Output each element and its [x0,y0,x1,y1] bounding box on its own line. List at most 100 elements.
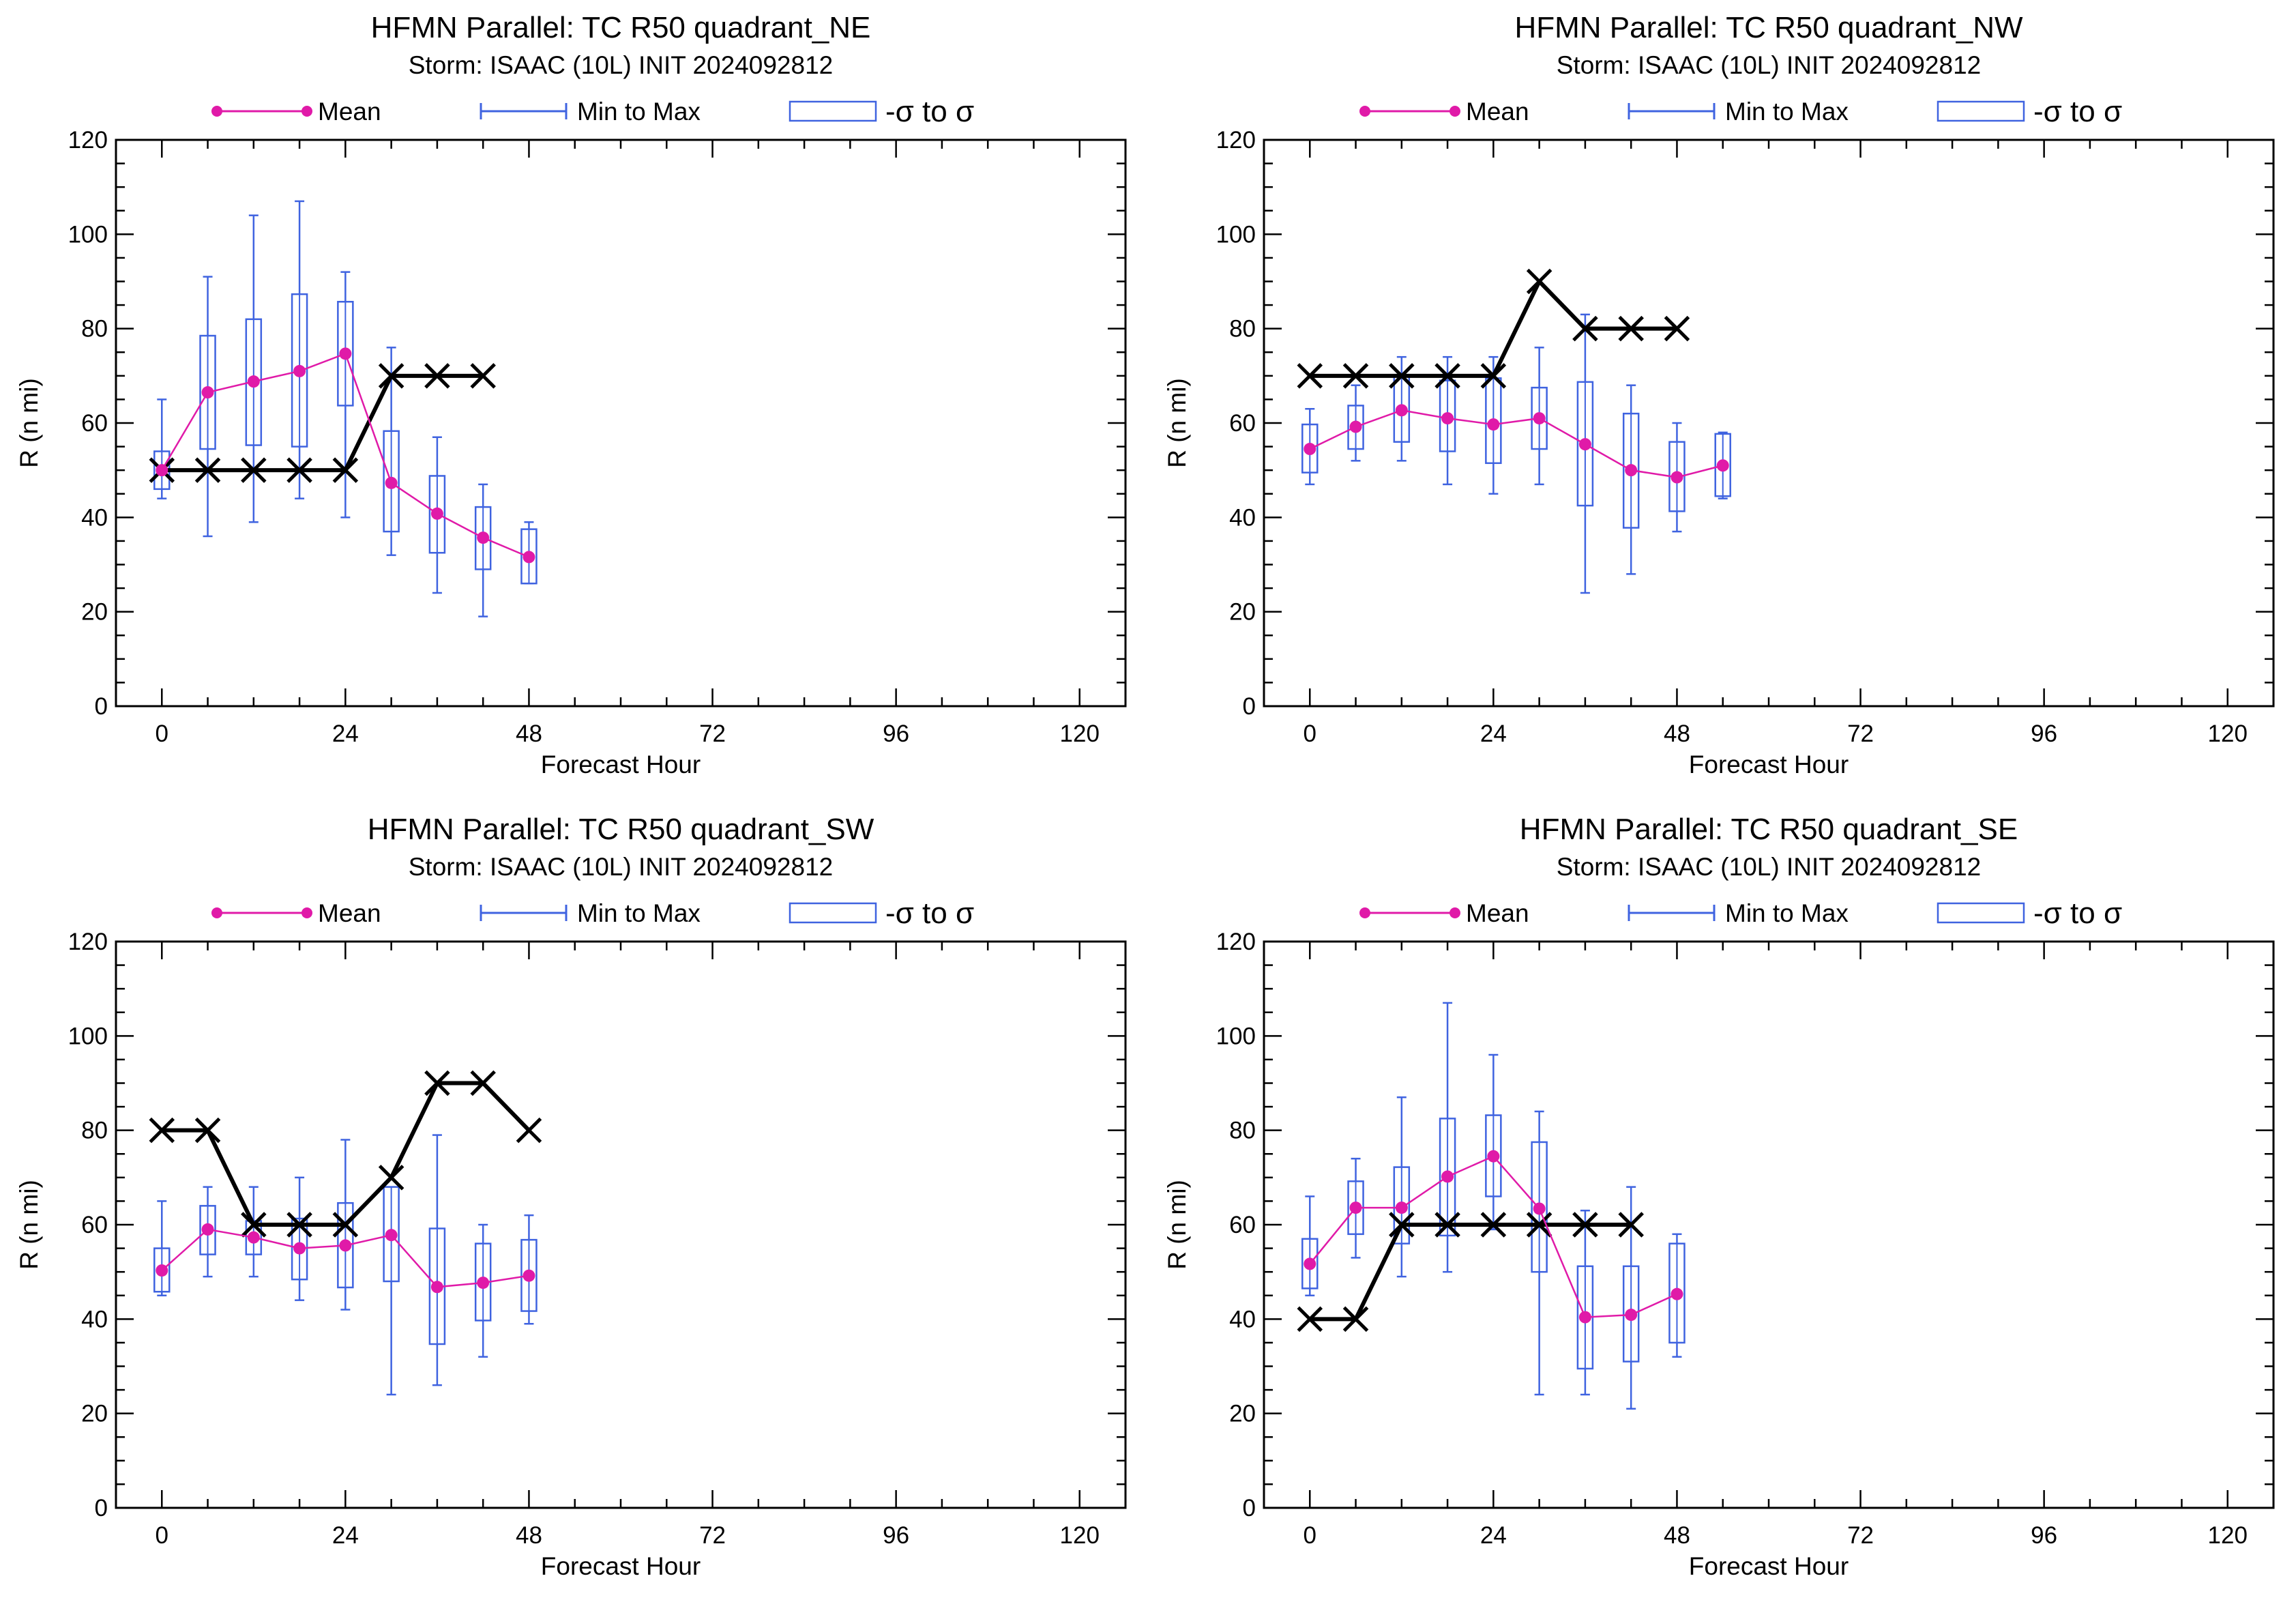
mean-point [1304,443,1316,456]
mean-point [1625,1309,1638,1322]
x-axis: 0 24 48 72 96 120 Forecast Hour [1304,942,2275,1580]
best-track-marker [149,1117,175,1144]
best-track-marker [1480,363,1507,389]
mean-point [430,1281,443,1294]
y-tick-label: 20 [81,599,108,626]
legend-sigma-label: -σ to σ [2033,95,2122,128]
y-tick-label: 60 [81,1212,108,1238]
legend-mean-marker [211,106,222,117]
x-axis-label: Forecast Hour [1689,751,1849,778]
mean-point [523,1269,535,1282]
legend: Mean Min to Max -σ to σ [211,897,974,930]
best-track-marker [424,363,450,389]
range-series [153,200,538,617]
y-tick-label: 20 [1229,1401,1256,1427]
chart-subtitle: Storm: ISAAC (10L) INIT 2024092812 [409,51,833,79]
mean-series [156,1223,535,1294]
y-tick-label: 80 [81,1118,108,1144]
y-axis: 0 20 40 60 80 100 120 R (n mi) [1163,929,2273,1521]
x-tick-label: 96 [883,1522,909,1549]
x-tick-label: 48 [1664,720,1690,747]
mean-point [156,1264,168,1277]
best-track-series [149,363,496,483]
best-track-marker [470,1070,496,1096]
mean-series [1304,404,1729,484]
best-track-line [162,373,484,473]
legend-mean-marker [301,907,312,918]
mean-series [1304,1150,1683,1324]
x-tick-label: 72 [699,720,726,747]
legend-range-label: Min to Max [1725,899,1849,927]
mean-point [1625,464,1638,477]
range-series [153,1134,538,1396]
legend: Mean Min to Max -σ to σ [211,95,974,128]
mean-point [1578,1311,1591,1324]
mean-point [156,464,168,477]
y-tick-label: 0 [95,693,108,720]
mean-point [293,1242,306,1255]
legend-range-label: Min to Max [577,899,701,927]
best-track-marker [286,457,312,483]
mean-point [339,1239,352,1252]
best-track-marker [286,1212,312,1238]
best-track-marker [194,457,221,483]
x-tick-label: 24 [332,720,359,747]
best-track-marker [424,1070,450,1096]
mean-point [201,386,214,399]
legend-mean-label: Mean [1466,899,1529,927]
y-tick-label: 40 [81,1306,108,1332]
legend-mean-label: Mean [318,98,381,126]
chart-subtitle: Storm: ISAAC (10L) INIT 2024092812 [1557,853,1981,881]
mean-point [247,375,260,388]
range-series [1301,1002,1686,1410]
mean-point [1578,438,1591,451]
y-tick-label: 80 [1229,1118,1256,1144]
range-series [1301,313,1731,594]
x-tick-label: 120 [2208,1522,2248,1549]
best-track-marker [332,1212,359,1238]
best-track-marker [332,457,359,483]
legend-sigma-box [789,902,877,924]
mean-point [477,531,490,544]
legend-mean-label: Mean [1466,98,1529,126]
x-tick-label: 96 [2031,720,2057,747]
best-track-series [1297,268,1690,389]
mean-point [1349,420,1362,433]
y-tick-label: 120 [1216,127,1256,154]
best-track-marker [194,1117,221,1144]
x-tick-label: 0 [156,1522,168,1549]
x-tick-label: 0 [156,720,168,747]
x-tick-label: 120 [1060,720,1100,747]
legend-mean-marker [1449,907,1460,918]
chart-title: HFMN Parallel: TC R50 quadrant_NW [1515,11,2023,44]
best-track-marker [1297,363,1323,389]
best-track-marker [1618,315,1644,342]
best-track-marker [1389,1212,1415,1238]
x-tick-label: 24 [1480,720,1507,747]
y-tick-label: 60 [1229,1212,1256,1238]
y-tick-label: 120 [68,929,108,955]
chart-subtitle: Storm: ISAAC (10L) INIT 2024092812 [1557,51,1981,79]
legend-mean-marker [1359,106,1370,117]
mean-point [477,1277,490,1290]
x-tick-label: 96 [883,720,909,747]
mean-point [1395,1202,1408,1214]
x-axis-label: Forecast Hour [541,751,701,778]
x-tick-label: 24 [1480,1522,1507,1549]
y-tick-label: 20 [81,1401,108,1427]
mean-point [201,1223,214,1236]
legend-sigma-label: -σ to σ [885,897,974,930]
mean-point [1349,1202,1362,1214]
best-track-marker [1297,1306,1323,1332]
y-tick-label: 0 [95,1495,108,1521]
y-tick-label: 20 [1229,599,1256,626]
y-axis-label: R (n mi) [15,378,43,468]
best-track-marker [1526,268,1552,295]
best-track-marker [1389,363,1415,389]
x-tick-label: 72 [1847,720,1874,747]
y-axis-label: R (n mi) [1163,1180,1191,1270]
x-tick-label: 48 [516,720,542,747]
best-track-line [1310,1223,1632,1322]
best-track-marker [378,1165,404,1191]
mean-point [1671,471,1683,484]
